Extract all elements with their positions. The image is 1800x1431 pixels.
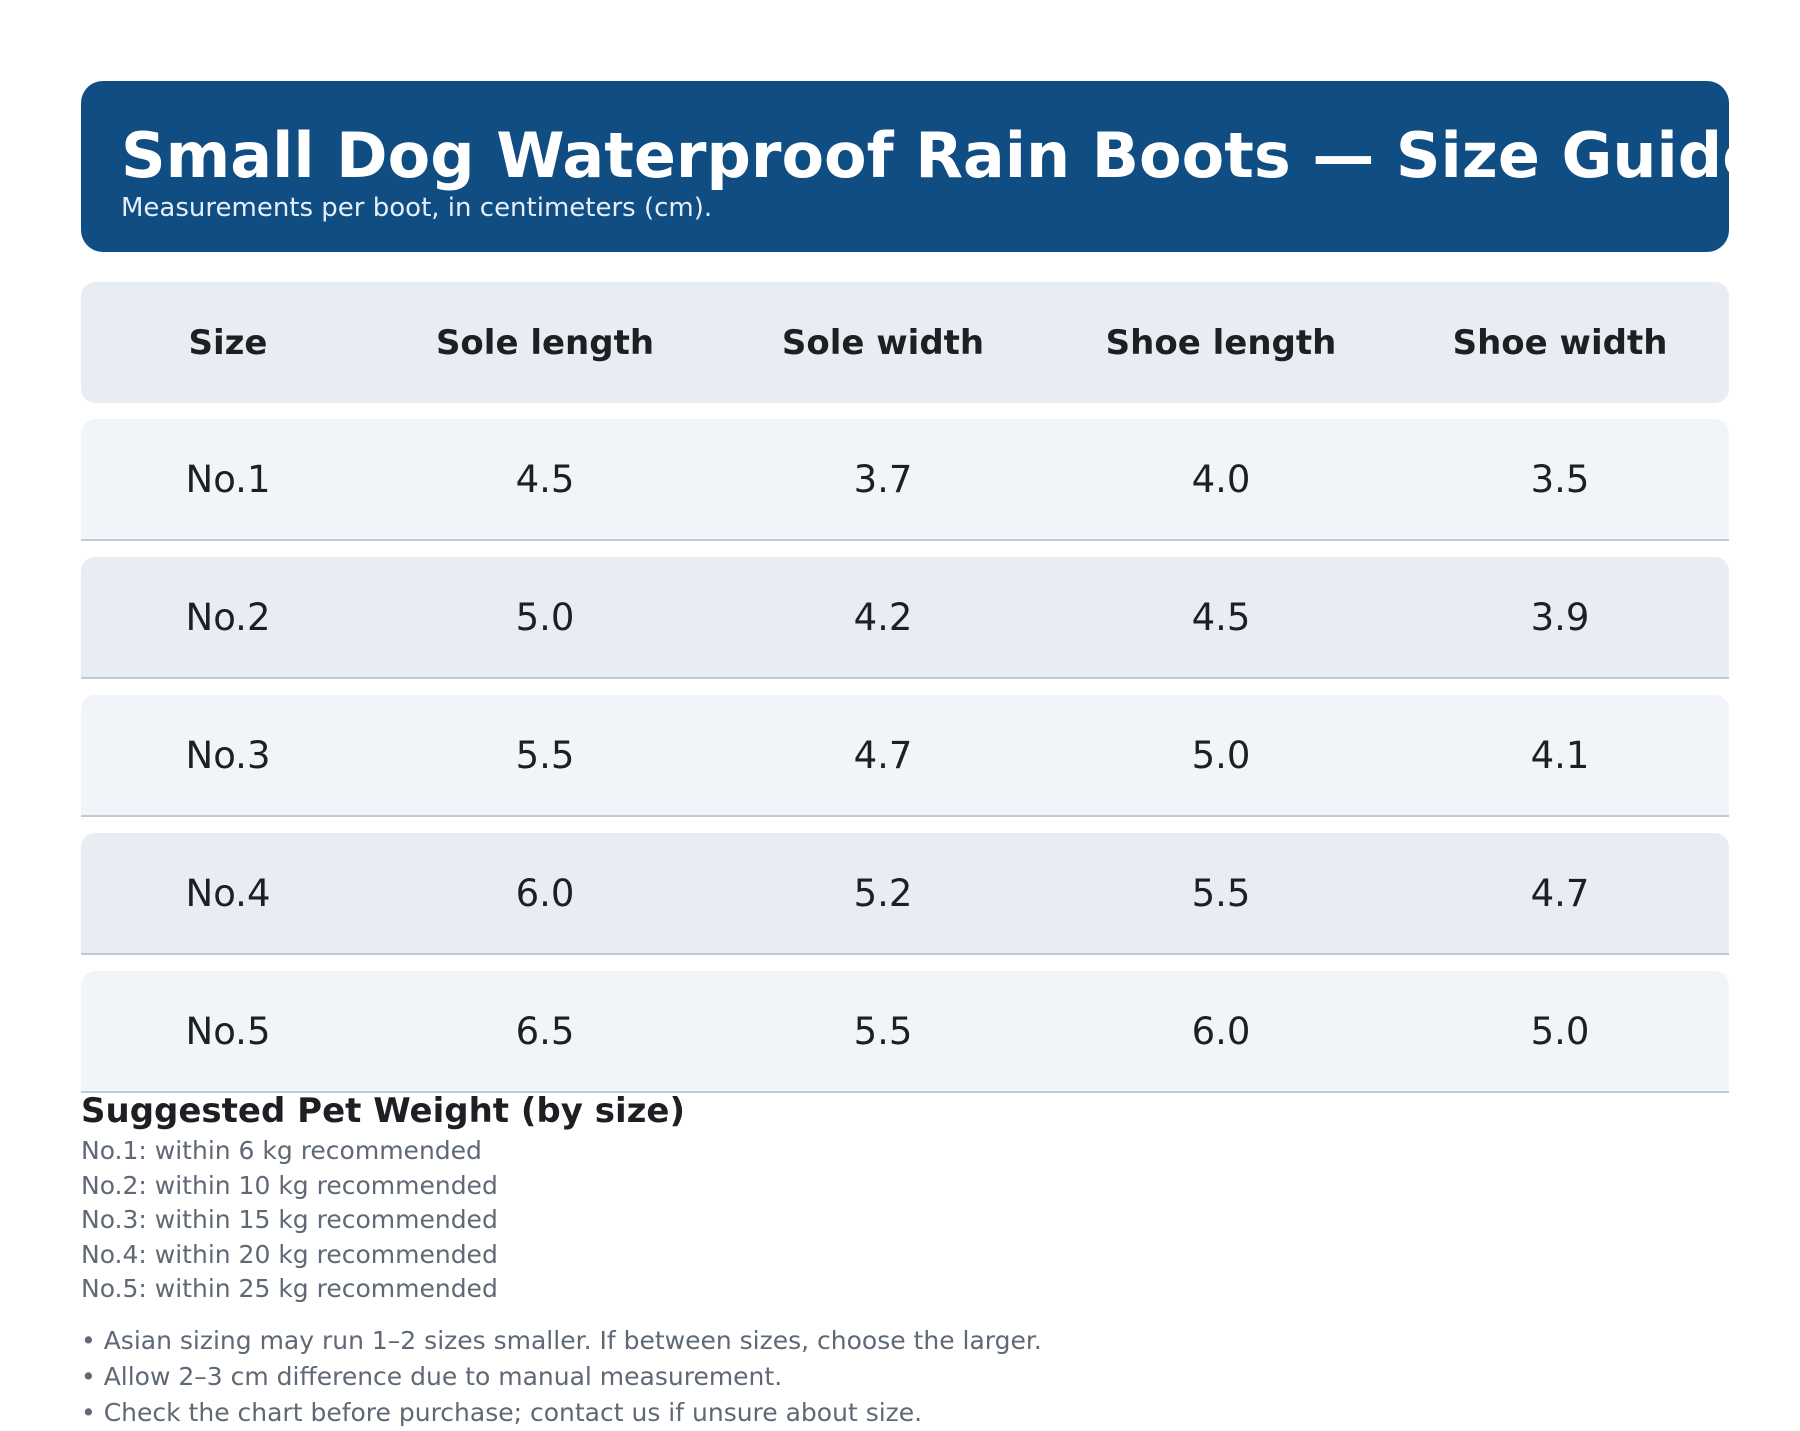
table-cell: 6.0 (515, 871, 575, 915)
table-cell: 6.5 (515, 1009, 575, 1053)
weight-item: No.3: within 15 kg recommended (81, 1205, 498, 1235)
table-header: Size Sole length Sole width Shoe length … (81, 282, 1729, 403)
table-cell: 5.5 (515, 733, 575, 777)
weight-section-title: Suggested Pet Weight (by size) (81, 1091, 686, 1131)
column-header-shoe-width: Shoe width (1452, 322, 1668, 363)
table-cell: 5.5 (853, 1009, 913, 1053)
table-cell: 4.5 (515, 457, 575, 501)
table-cell: No.3 (185, 733, 271, 777)
table-row: No.3 5.5 4.7 5.0 4.1 (81, 695, 1729, 817)
size-table: Size Sole length Sole width Shoe length … (81, 282, 1729, 1093)
column-header-size: Size (188, 322, 268, 363)
weight-item: No.2: within 10 kg recommended (81, 1170, 498, 1200)
column-header-sole-length: Sole length (435, 322, 655, 363)
page-subtitle: Measurements per boot, in centimeters (c… (121, 193, 713, 223)
table-cell: 4.5 (1191, 595, 1251, 639)
table-cell: No.4 (185, 871, 271, 915)
table-cell: 6.0 (1191, 1009, 1251, 1053)
table-row: No.1 4.5 3.7 4.0 3.5 (81, 419, 1729, 541)
weight-item: No.4: within 20 kg recommended (81, 1239, 498, 1269)
table-cell: 4.1 (1530, 733, 1590, 777)
page-title: Small Dog Waterproof Rain Boots — Size G… (121, 119, 1729, 192)
note-item: • Check the chart before purchase; conta… (81, 1397, 923, 1427)
table-cell: No.1 (185, 457, 271, 501)
table-cell: 5.5 (1191, 871, 1251, 915)
column-header-sole-width: Sole width (781, 322, 985, 363)
note-item: • Asian sizing may run 1–2 sizes smaller… (81, 1325, 1042, 1355)
note-item: • Allow 2–3 cm difference due to manual … (81, 1361, 783, 1391)
table-cell: 4.7 (1530, 871, 1590, 915)
table-cell: 5.0 (515, 595, 575, 639)
table-cell: 5.2 (853, 871, 913, 915)
table-cell: 4.2 (853, 595, 913, 639)
table-cell: 3.7 (853, 457, 913, 501)
column-header-shoe-length: Shoe length (1105, 322, 1337, 363)
table-row: No.4 6.0 5.2 5.5 4.7 (81, 833, 1729, 955)
weight-item: No.1: within 6 kg recommended (81, 1136, 482, 1165)
header-banner: Small Dog Waterproof Rain Boots — Size G… (81, 81, 1729, 252)
table-cell: No.2 (185, 595, 271, 639)
table-cell: 4.7 (853, 733, 913, 777)
table-cell: 4.0 (1191, 457, 1251, 501)
table-row: No.5 6.5 5.5 6.0 5.0 (81, 971, 1729, 1093)
table-row: No.2 5.0 4.2 4.5 3.9 (81, 557, 1729, 679)
weight-section: Suggested Pet Weight (by size) No.1: wit… (81, 1088, 1042, 1431)
table-cell: 3.9 (1530, 595, 1590, 639)
table-cell: 5.0 (1530, 1009, 1590, 1053)
table-cell: 3.5 (1530, 457, 1590, 501)
table-cell: 5.0 (1191, 733, 1251, 777)
weight-item: No.5: within 25 kg recommended (81, 1274, 498, 1304)
notes-list: • Asian sizing may run 1–2 sizes smaller… (81, 1323, 1042, 1431)
table-cell: No.5 (185, 1009, 271, 1053)
